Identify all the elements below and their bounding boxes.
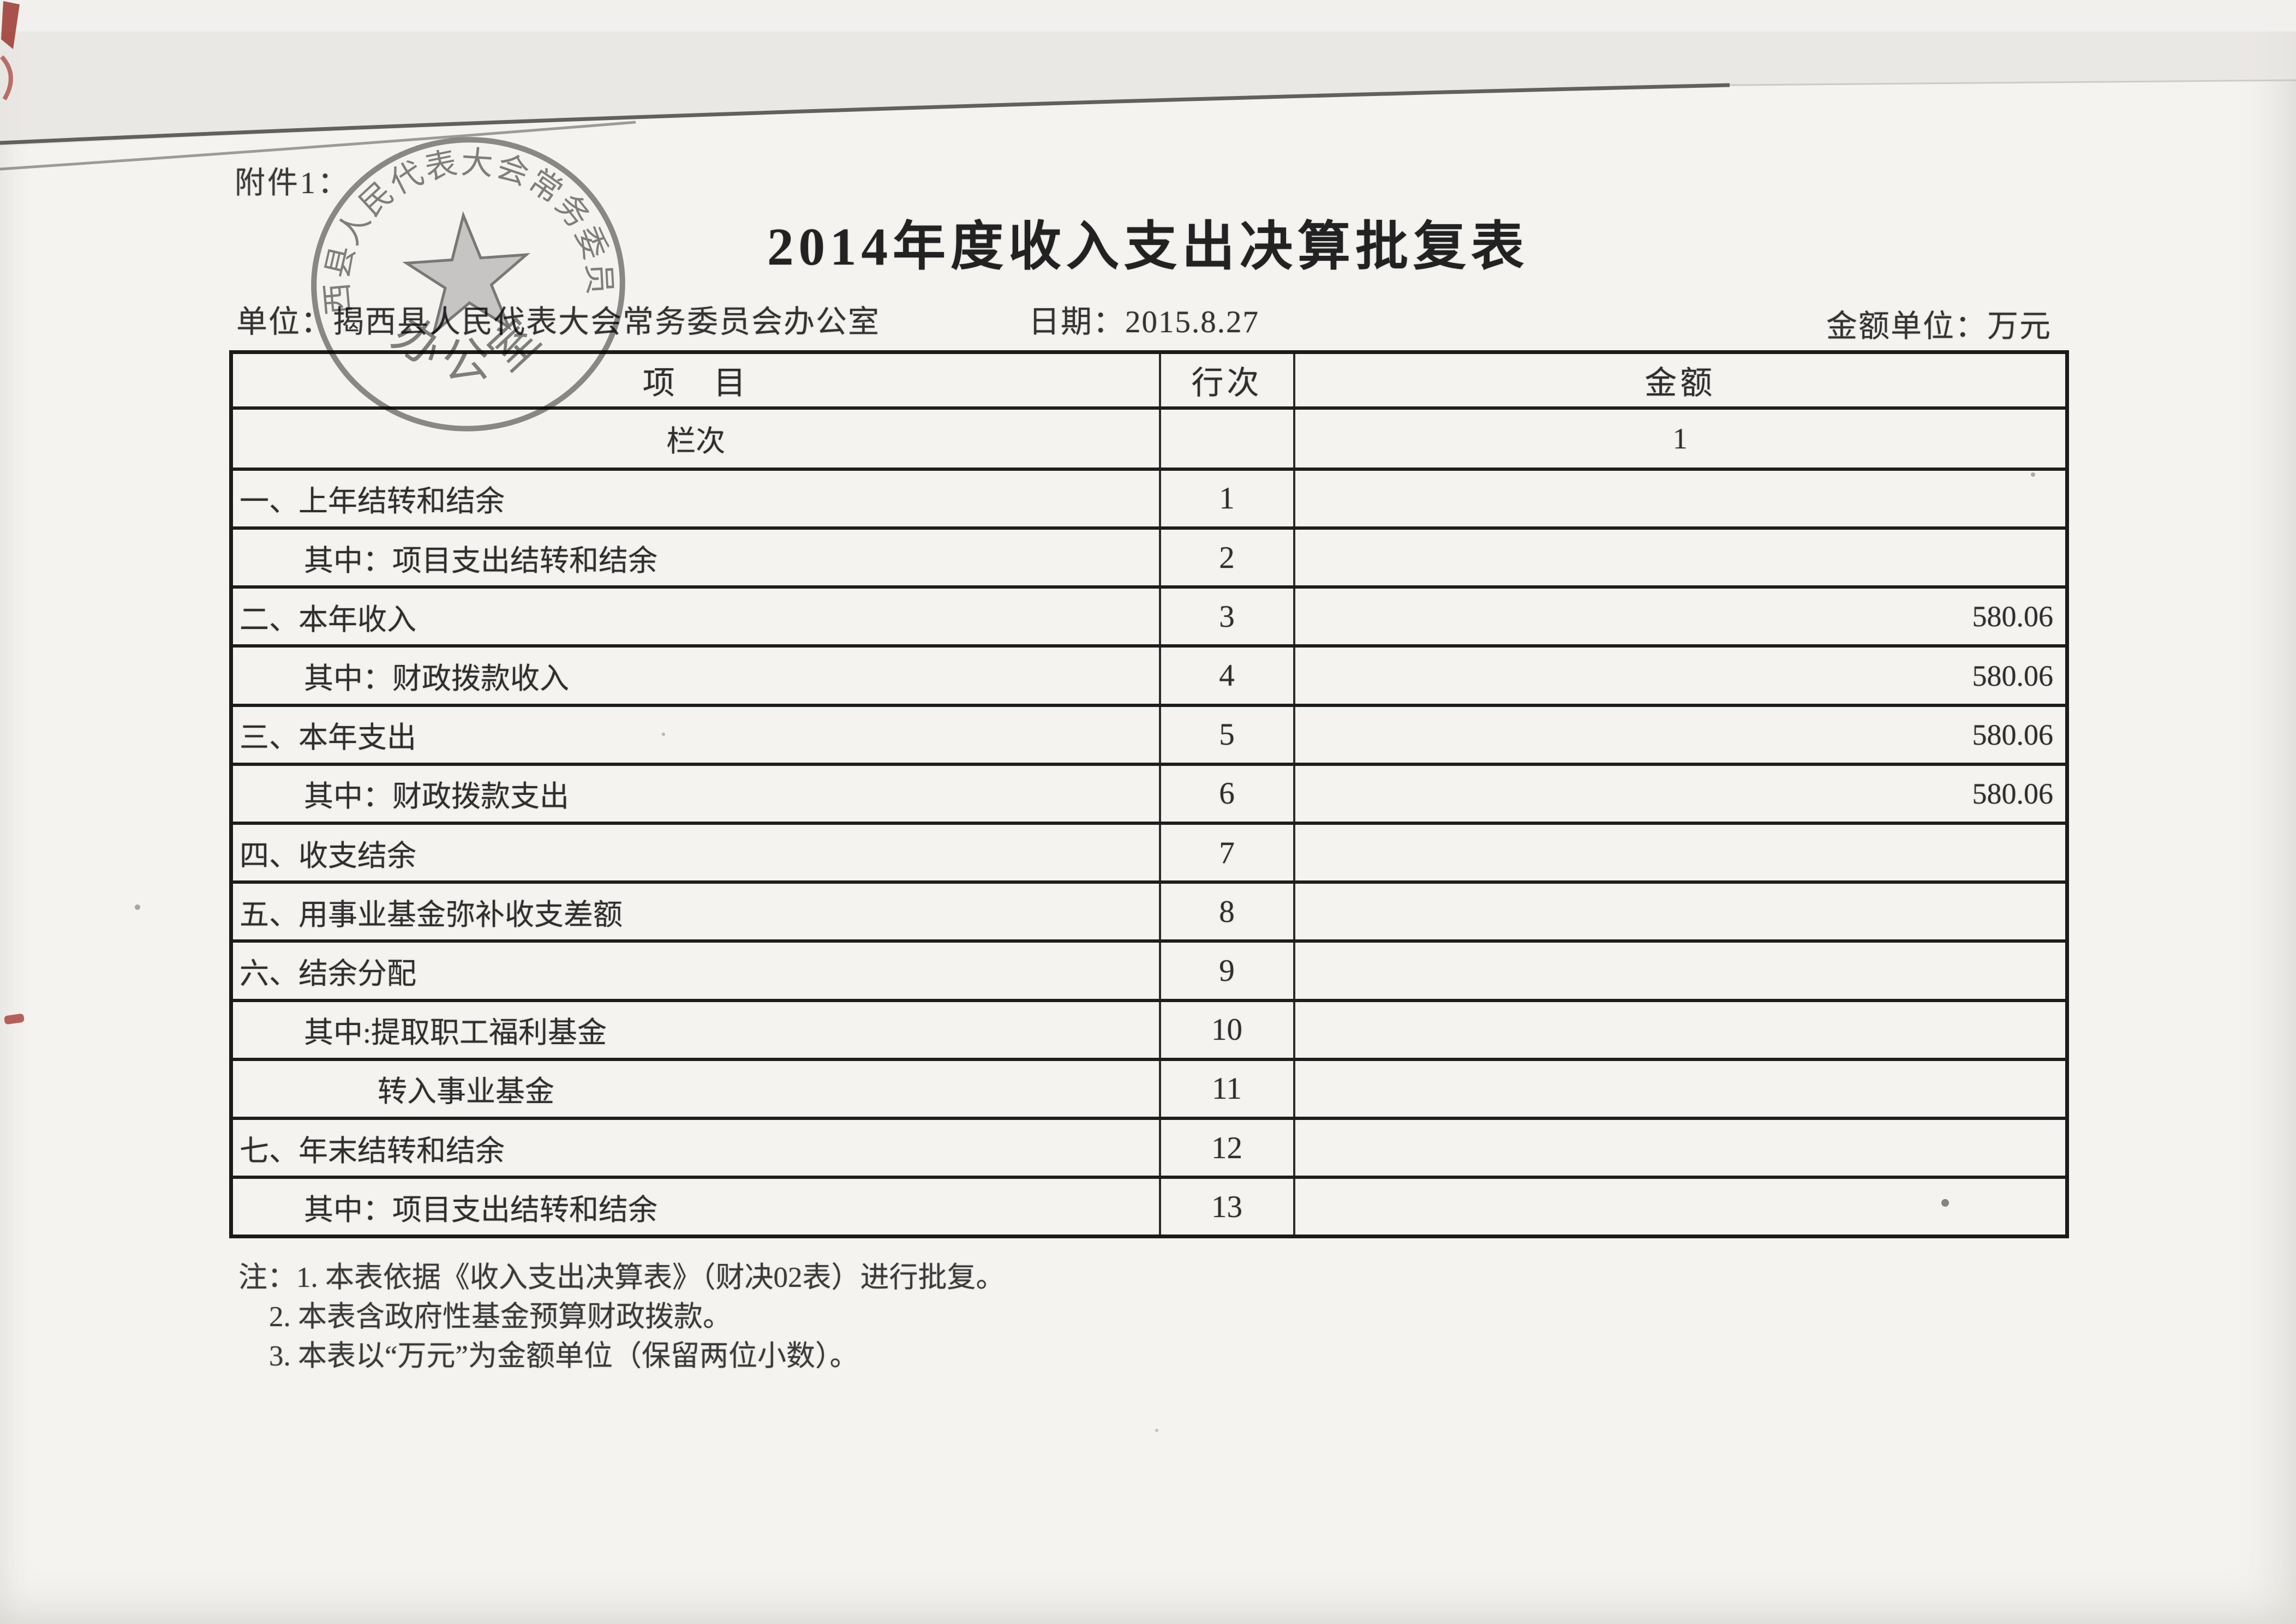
row-label: 一、上年结转和结余 [230,467,1161,530]
row-label: 其中：财政拨款收入 [230,644,1161,707]
row-line-no: 9 [1158,939,1295,1002]
table-row: 六、结余分配 9 [230,939,2068,1002]
table-row: 四、收支结余 7 [230,822,2068,884]
row-line-no: 3 [1158,585,1295,648]
table-row: 转入事业基金 11 [230,1057,2068,1120]
table-row: 其中:提取职工福利基金 10 [230,998,2068,1061]
ink-speck [135,904,140,910]
red-ink-mark-corner [1,1,20,49]
subheader-line-no [1158,406,1295,471]
row-line-no: 4 [1158,644,1295,707]
row-line-no: 7 [1158,822,1295,884]
table-row: 其中：项目支出结转和结余 13 [230,1176,2068,1238]
row-amount [1293,822,2068,884]
table-row: 其中：财政拨款收入 4 580.06 [230,644,2068,707]
row-line-no: 8 [1158,880,1295,943]
row-amount [1293,1176,2068,1238]
header-line-no: 行次 [1158,350,1295,410]
note-line: 2. 本表含政府性基金预算财政拨款。 [269,1301,732,1333]
red-ink-dash [4,1014,25,1024]
subheader-amount: 1 [1293,406,2068,471]
row-line-no: 11 [1158,1057,1295,1120]
row-line-no: 2 [1158,526,1295,589]
header-item: 项 目 [230,350,1161,410]
row-amount: 580.06 [1293,644,2068,707]
table-row: 一、上年结转和结余 1 [230,467,2068,530]
table-header-row: 项 目 行次 金额 [230,350,2068,410]
row-label: 其中：财政拨款支出 [230,762,1161,825]
footnotes: 注：1. 本表依据《收入支出决算表》（财决02表）进行批复。 2. 本表含政府性… [238,1258,1005,1376]
fold-crease-faint [1729,79,2296,86]
approval-table: 项 目 行次 金额 栏次 1 一、上年结转和结余 1 其中：项目支出结转和结余 … [229,350,2069,1238]
row-line-no: 13 [1158,1176,1295,1238]
row-label: 其中：项目支出结转和结余 [230,526,1161,589]
date-label: 日期：2015.8.27 [1029,305,1259,339]
row-amount: 580.06 [1293,703,2068,766]
row-line-no: 5 [1158,703,1295,766]
table-row: 五、用事业基金弥补收支差额 8 [230,880,2068,943]
row-amount [1293,939,2068,1002]
row-amount: 580.06 [1293,762,2068,825]
row-label: 五、用事业基金弥补收支差额 [230,880,1161,943]
amount-unit-label: 金额单位：万元 [1826,309,2052,344]
row-label: 六、结余分配 [230,939,1161,1002]
page-title: 2014年度收入支出决算批复表 [767,218,1529,276]
row-amount [1293,1116,2068,1179]
row-line-no: 6 [1158,762,1295,825]
header-amount: 金额 [1293,350,2068,410]
row-amount [1293,998,2068,1061]
row-line-no: 1 [1158,467,1295,530]
red-ink-mark-left-arc [0,55,13,101]
subheader-item: 栏次 [230,406,1161,471]
fold-crease-line [0,83,1730,145]
table-row: 七、年末结转和结余 12 [230,1116,2068,1179]
top-edge-shade [0,0,2296,146]
row-amount [1293,1057,2068,1120]
unit-label: 单位：揭西县人民代表大会常务委员会办公室 [236,305,880,339]
row-label: 转入事业基金 [230,1057,1161,1120]
attachment-label: 附件1： [235,166,350,200]
row-label: 四、收支结余 [230,822,1161,884]
row-label: 三、本年支出 [230,703,1161,766]
row-amount: 580.06 [1293,585,2068,648]
row-line-no: 10 [1158,998,1295,1061]
meta-row: 单位：揭西县人民代表大会常务委员会办公室 日期：2015.8.27 金额单位：万… [0,297,2296,344]
row-label: 七、年末结转和结余 [230,1116,1161,1179]
row-label: 其中:提取职工福利基金 [230,998,1161,1061]
note-line: 注：1. 本表依据《收入支出决算表》（财决02表）进行批复。 [238,1262,1005,1293]
row-amount [1293,526,2068,589]
note-line: 3. 本表以“万元”为金额单位（保留两位小数）。 [269,1340,859,1372]
row-line-no: 12 [1158,1116,1295,1179]
table-row: 其中：项目支出结转和结余 2 [230,526,2068,589]
ink-speck [1155,1429,1158,1432]
table-row: 其中：财政拨款支出 6 580.06 [230,762,2068,825]
table-row: 二、本年收入 3 580.06 [230,585,2068,648]
row-label: 二、本年收入 [230,585,1161,648]
top-strip-light [0,0,2296,32]
table-row: 三、本年支出 5 580.06 [230,703,2068,766]
row-amount [1293,880,2068,943]
row-amount [1293,467,2068,530]
table-subheader-row: 栏次 1 [230,406,2068,471]
row-label: 其中：项目支出结转和结余 [230,1176,1161,1238]
